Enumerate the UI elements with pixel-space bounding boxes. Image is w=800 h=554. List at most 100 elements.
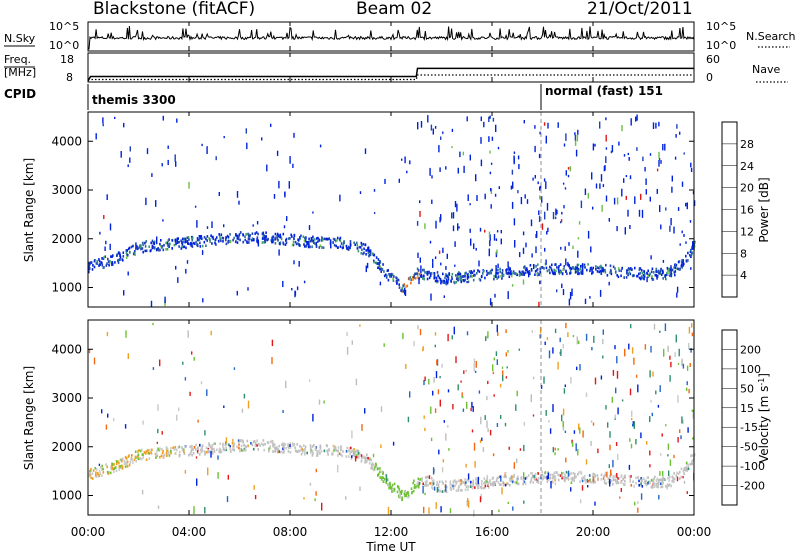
velocity-cell: [184, 469, 187, 474]
power-cell: [589, 267, 592, 270]
power-cell: [291, 235, 293, 238]
power-cell: [362, 242, 364, 246]
power-cell: [276, 235, 278, 238]
velocity-cell: [645, 482, 648, 486]
power-cell: [647, 274, 649, 278]
velocity-cell: [466, 401, 468, 409]
power-cell: [222, 237, 225, 240]
power-cell: [438, 276, 441, 280]
velocity-cell: [582, 430, 584, 438]
velocity-cell: [113, 418, 115, 422]
power-cell: [420, 121, 423, 128]
power-cell: [261, 237, 264, 240]
velocity-cell: [682, 363, 685, 369]
velocity-cell: [282, 447, 284, 451]
power-cell: [625, 175, 628, 178]
velocity-cell: [475, 482, 478, 486]
power-cell: [496, 277, 498, 280]
power-cell: [478, 270, 481, 273]
power-cell: [377, 266, 379, 270]
velocity-cell: [436, 487, 439, 493]
power-cell: [464, 278, 466, 282]
power-cell: [127, 254, 129, 257]
power-cell: [581, 271, 583, 275]
velocity-cell: [252, 447, 255, 451]
velocity-cell: [686, 365, 689, 371]
power-cell: [303, 243, 305, 246]
power-cell: [618, 141, 620, 146]
velocity-cell: [118, 465, 120, 468]
velocity-cell: [350, 457, 353, 460]
power-cell: [551, 263, 553, 267]
velocity-cell: [354, 456, 357, 462]
power-cell: [384, 178, 386, 185]
velocity-cell: [167, 452, 170, 456]
velocity-cell: [402, 332, 404, 340]
velocity-cell: [551, 473, 554, 477]
power-cell: [193, 241, 195, 245]
velocity-cell: [564, 473, 566, 477]
power-cell: [271, 236, 273, 240]
velocity-cell: [155, 452, 158, 456]
power-cell: [674, 270, 677, 273]
power-cell: [685, 254, 687, 258]
freq-label: Freq.: [4, 53, 31, 66]
power-cell: [98, 259, 101, 263]
velocity-cell: [407, 490, 409, 494]
power-cell: [662, 271, 664, 275]
power-cell: [201, 244, 204, 248]
power-cell: [319, 144, 322, 148]
velocity-cell: [309, 444, 312, 447]
power-cell: [401, 287, 403, 290]
power-cell: [496, 230, 499, 233]
velocity-cell: [579, 470, 582, 474]
velocity-cell: [430, 437, 433, 442]
power-ytick-label: 4000: [51, 134, 82, 148]
velocity-cell: [485, 336, 487, 342]
velocity-cell: [532, 475, 534, 478]
power-cell: [290, 233, 292, 237]
velocity-cell: [526, 475, 528, 479]
power-cell: [517, 155, 520, 160]
power-cell: [229, 240, 232, 244]
power-cell: [464, 272, 466, 275]
velocity-cell: [590, 420, 593, 424]
velocity-cell: [213, 450, 216, 453]
power-cell: [539, 280, 541, 285]
power-cell: [221, 236, 224, 240]
power-ytick-label: 1000: [51, 281, 82, 295]
power-cell: [103, 215, 105, 220]
power-cell: [336, 246, 339, 249]
power-cell: [641, 209, 644, 218]
velocity-cell: [278, 450, 280, 453]
velocity-cell: [123, 459, 126, 463]
velocity-cell: [572, 476, 574, 480]
velocity-cell: [459, 482, 462, 486]
velocity-cell: [387, 484, 390, 487]
velocity-cell: [113, 470, 115, 473]
power-cell: [214, 241, 216, 245]
velocity-cell: [98, 463, 101, 466]
velocity-cell: [581, 477, 583, 480]
velocity-cell: [431, 487, 434, 490]
power-cell: [475, 247, 477, 251]
power-cell: [636, 114, 638, 121]
power-cell: [665, 207, 667, 211]
power-cell: [577, 267, 579, 271]
velocity-cell: [217, 455, 219, 460]
power-cell: [687, 259, 689, 262]
power-cell: [385, 273, 387, 277]
velocity-cell: [686, 381, 688, 386]
velocity-cell: [589, 480, 591, 483]
velocity-cell: [417, 477, 420, 481]
velocity-cell: [161, 431, 163, 435]
velocity-cell: [140, 449, 142, 453]
velocity-cell: [687, 427, 689, 433]
velocity-cell: [383, 343, 385, 347]
velocity-cell: [603, 479, 606, 482]
velocity-cell: [347, 455, 350, 458]
power-cell: [223, 136, 225, 139]
power-cell: [608, 281, 610, 286]
power-ytick-label: 2000: [51, 232, 82, 246]
velocity-cell: [437, 485, 440, 489]
